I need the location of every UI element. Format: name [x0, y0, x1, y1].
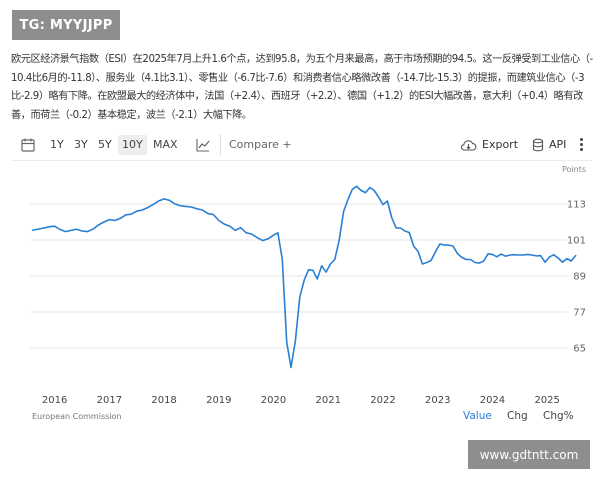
database-icon [532, 138, 544, 152]
tab-chg-percent[interactable]: Chg% [543, 410, 574, 422]
export-label: Export [482, 138, 519, 151]
x-tick-label: 2023 [425, 395, 450, 406]
chart-footer: European Commission Value Chg Chg% [12, 408, 592, 428]
y-tick-labels: 65 77 89 101 113 [567, 200, 586, 355]
export-button[interactable]: Export [460, 134, 518, 156]
range-button-max[interactable]: MAX [153, 138, 178, 151]
x-tick-labels: 2016 2017 2018 2019 2020 2021 2022 2023 2024 2025 [42, 395, 560, 406]
tab-value[interactable]: Value [463, 410, 492, 422]
x-tick-label: 2020 [261, 395, 286, 406]
x-tick-label: 2025 [534, 395, 559, 406]
watermark-badge-bottom: www.gdtntt.com [468, 440, 590, 469]
x-tick-label: 2017 [97, 395, 122, 406]
y-tick-label: 89 [573, 272, 586, 283]
x-tick-label: 2016 [42, 395, 67, 406]
data-source: European Commission [32, 412, 122, 421]
calendar-icon[interactable] [20, 137, 36, 153]
range-button-1y[interactable]: 1Y [50, 138, 64, 151]
line-chart-icon[interactable] [195, 137, 211, 153]
y-tick-label: 113 [567, 200, 586, 211]
toolbar-divider [12, 160, 592, 161]
api-button[interactable]: API [532, 134, 566, 156]
compare-input[interactable]: Compare + [220, 134, 452, 156]
line-chart: 65 77 89 101 113 2016 2017 2018 2019 2020 2021 202… [30, 165, 586, 406]
range-button-10y[interactable]: 10Y [118, 135, 147, 155]
cloud-download-icon [460, 139, 477, 151]
chart-toolbar: 1Y 3Y 5Y 10Y MAX Compare + Export [12, 132, 592, 158]
series-lines [31, 185, 577, 369]
range-button-3y[interactable]: 3Y [74, 138, 88, 151]
api-label: API [549, 138, 567, 151]
y-tick-label: 77 [573, 308, 586, 319]
y-tick-label: 65 [573, 344, 586, 355]
watermark-badge-top: TG: MYYJJPP [12, 10, 120, 40]
grid-lines [30, 203, 567, 349]
x-tick-label: 2022 [370, 395, 395, 406]
article-paragraph: 欧元区经济景气指数（ESI）在2025年7月上升1.6个点，达到95.8，为五个… [11, 54, 593, 121]
x-tick-label: 2018 [151, 395, 176, 406]
x-tick-label: 2024 [480, 395, 505, 406]
chart-widget: 1Y 3Y 5Y 10Y MAX Compare + Export [12, 128, 592, 432]
x-tick-label: 2021 [316, 395, 341, 406]
y-tick-label: 101 [567, 236, 586, 247]
x-tick-label: 2019 [206, 395, 231, 406]
range-button-5y[interactable]: 5Y [98, 138, 112, 151]
y-axis-label: Points [562, 165, 586, 174]
tab-chg[interactable]: Chg [507, 410, 528, 422]
more-vertical-icon[interactable] [578, 136, 584, 154]
series-line [31, 185, 577, 369]
